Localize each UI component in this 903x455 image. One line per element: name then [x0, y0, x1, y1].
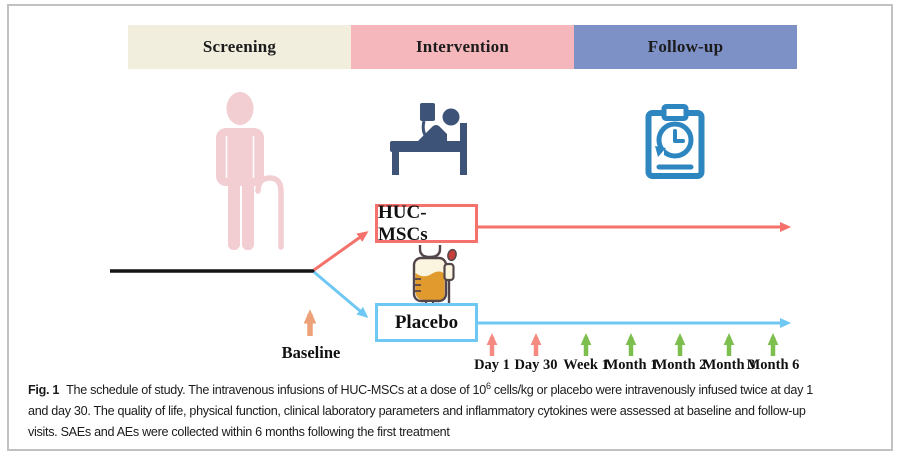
caption-line-1: Fig. 1 The schedule of study. The intrave…	[28, 380, 888, 401]
timepoint-label-month3: Month 3	[702, 357, 756, 373]
phase-screening: Screening	[128, 25, 351, 69]
iv-bag-icon	[412, 245, 457, 315]
phase-screening-label: Screening	[202, 37, 277, 56]
phase-intervention-label: Intervention	[415, 37, 510, 56]
timepoint-label-month6: Month 6	[746, 357, 800, 373]
timepoint-label-day30: Day 30	[514, 357, 558, 373]
elderly-person-icon	[216, 92, 284, 250]
timepoint-label-month1: Month 1	[604, 357, 658, 373]
phase-intervention: Intervention	[351, 25, 574, 69]
caption-text: cells/kg or placebo were intravenously i…	[490, 383, 813, 397]
placebo-box: Placebo	[375, 303, 478, 342]
figure-caption: Fig. 1 The schedule of study. The intrave…	[28, 380, 888, 443]
caption-superscript: 6	[485, 380, 491, 391]
phase-header-bars: Screening Intervention Follow-up	[128, 25, 797, 69]
placebo-label: Placebo	[394, 311, 459, 333]
huc-mscs-label: HUC-MSCs	[378, 201, 428, 245]
timepoint-label-day1: Day 1	[474, 357, 510, 373]
baseline-label: Baseline	[281, 343, 341, 362]
huc-mscs-box: HUC-MSCs	[375, 201, 478, 245]
phase-followup: Follow-up	[574, 25, 797, 69]
figure-number: Fig. 1	[28, 383, 60, 397]
caption-line-2: and day 30. The quality of life, physica…	[28, 404, 806, 418]
clipboard-history-icon	[645, 104, 705, 179]
phase-followup-label: Follow-up	[647, 37, 724, 56]
timepoint-label-month2: Month 2	[653, 357, 707, 373]
caption-line-3: visits. SAEs and AEs were collected with…	[28, 425, 450, 439]
caption-text: The schedule of study. The intravenous i…	[66, 383, 486, 397]
timepoint-label-week1: Week 1	[563, 357, 609, 373]
hospital-bed-icon	[390, 103, 467, 175]
